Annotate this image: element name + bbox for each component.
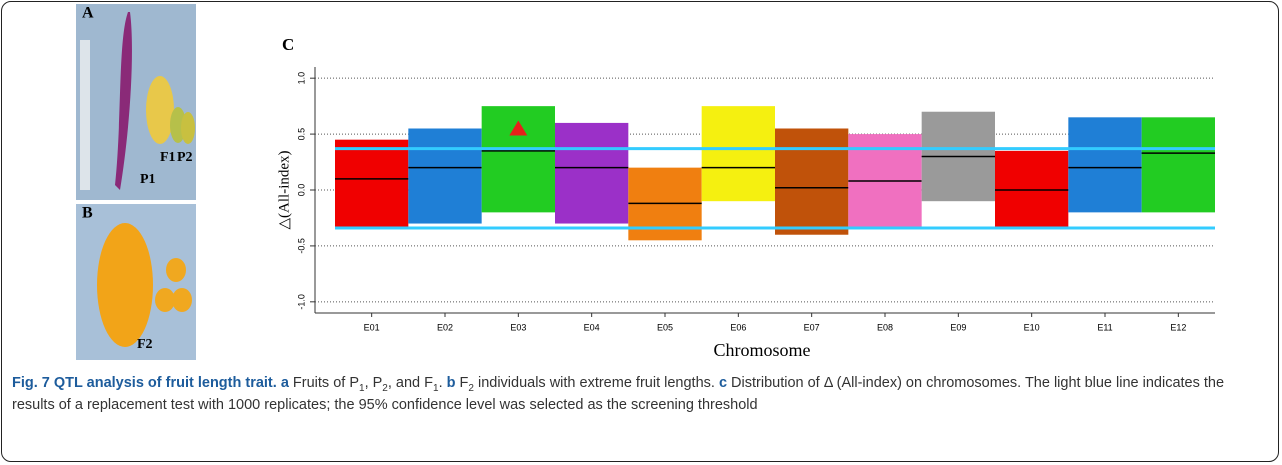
y-tick-label: -1.0: [296, 294, 306, 310]
photo-label: F2: [137, 337, 153, 352]
caption-text: Fig. 7 QTL analysis of fruit length trai…: [12, 375, 277, 391]
peak-marker: [509, 120, 528, 136]
chromosome-range: [335, 139, 409, 230]
caption-text: 2: [468, 382, 474, 394]
x-tick-label: E10: [1024, 322, 1040, 332]
figure: A P1 F1 P2 B F2 C Chromosome △(All-index…: [76, 4, 1215, 360]
x-tick-label: E07: [804, 322, 820, 332]
chromosome-range: [1068, 117, 1142, 213]
y-axis-title: △(All-index): [276, 150, 292, 229]
photo-b: [76, 204, 196, 360]
chromosome-range: [1141, 117, 1215, 213]
x-tick-label: E11: [1097, 322, 1112, 332]
caption-text: .: [438, 375, 447, 391]
caption-text: , P: [364, 375, 383, 391]
panel-label: B: [82, 205, 93, 222]
caption-text: 1: [433, 382, 439, 394]
y-tick-label: 0.5: [296, 128, 306, 141]
chromosome-range: [555, 122, 629, 224]
photo-a: [76, 4, 196, 200]
x-tick-label: E09: [950, 322, 966, 332]
x-tick-label: E08: [877, 322, 893, 332]
x-tick-label: E12: [1170, 322, 1186, 332]
caption-text: a: [276, 375, 289, 391]
caption: Fig. 7 QTL analysis of fruit length trai…: [12, 372, 1267, 416]
caption-text: Distribution of Δ (All-index) on chromos…: [12, 375, 1229, 413]
caption-text: individuals with extreme fruit lengths.: [473, 375, 719, 391]
x-axis-title: Chromosome: [714, 340, 811, 360]
caption-text: F: [455, 375, 469, 391]
x-tick-label: E01: [364, 322, 380, 332]
caption-text: 1: [359, 382, 365, 394]
caption-text: c: [718, 375, 728, 391]
y-tick-label: 0.0: [296, 184, 306, 197]
caption-text: 2: [382, 382, 388, 394]
y-tick-label: -0.5: [296, 238, 306, 254]
chromosome-range: [701, 106, 775, 202]
x-tick-label: E05: [657, 322, 673, 332]
y-tick-label: 1.0: [296, 72, 306, 85]
caption-text: , and F: [387, 375, 433, 391]
x-tick-label: E06: [730, 322, 746, 332]
x-tick-label: E02: [437, 322, 453, 332]
chromosome-range: [775, 128, 849, 235]
photo-label: P2: [177, 150, 193, 165]
chromosome-range: [408, 128, 482, 224]
photo-label: P1: [140, 172, 156, 187]
caption-text: b: [446, 375, 456, 391]
x-tick-label: E04: [584, 322, 600, 332]
caption-text: Fruits of P: [288, 375, 359, 391]
panel-label: A: [82, 5, 94, 22]
photo-label: F1: [160, 150, 176, 165]
panel-label: C: [282, 35, 294, 54]
x-tick-label: E03: [510, 322, 526, 332]
